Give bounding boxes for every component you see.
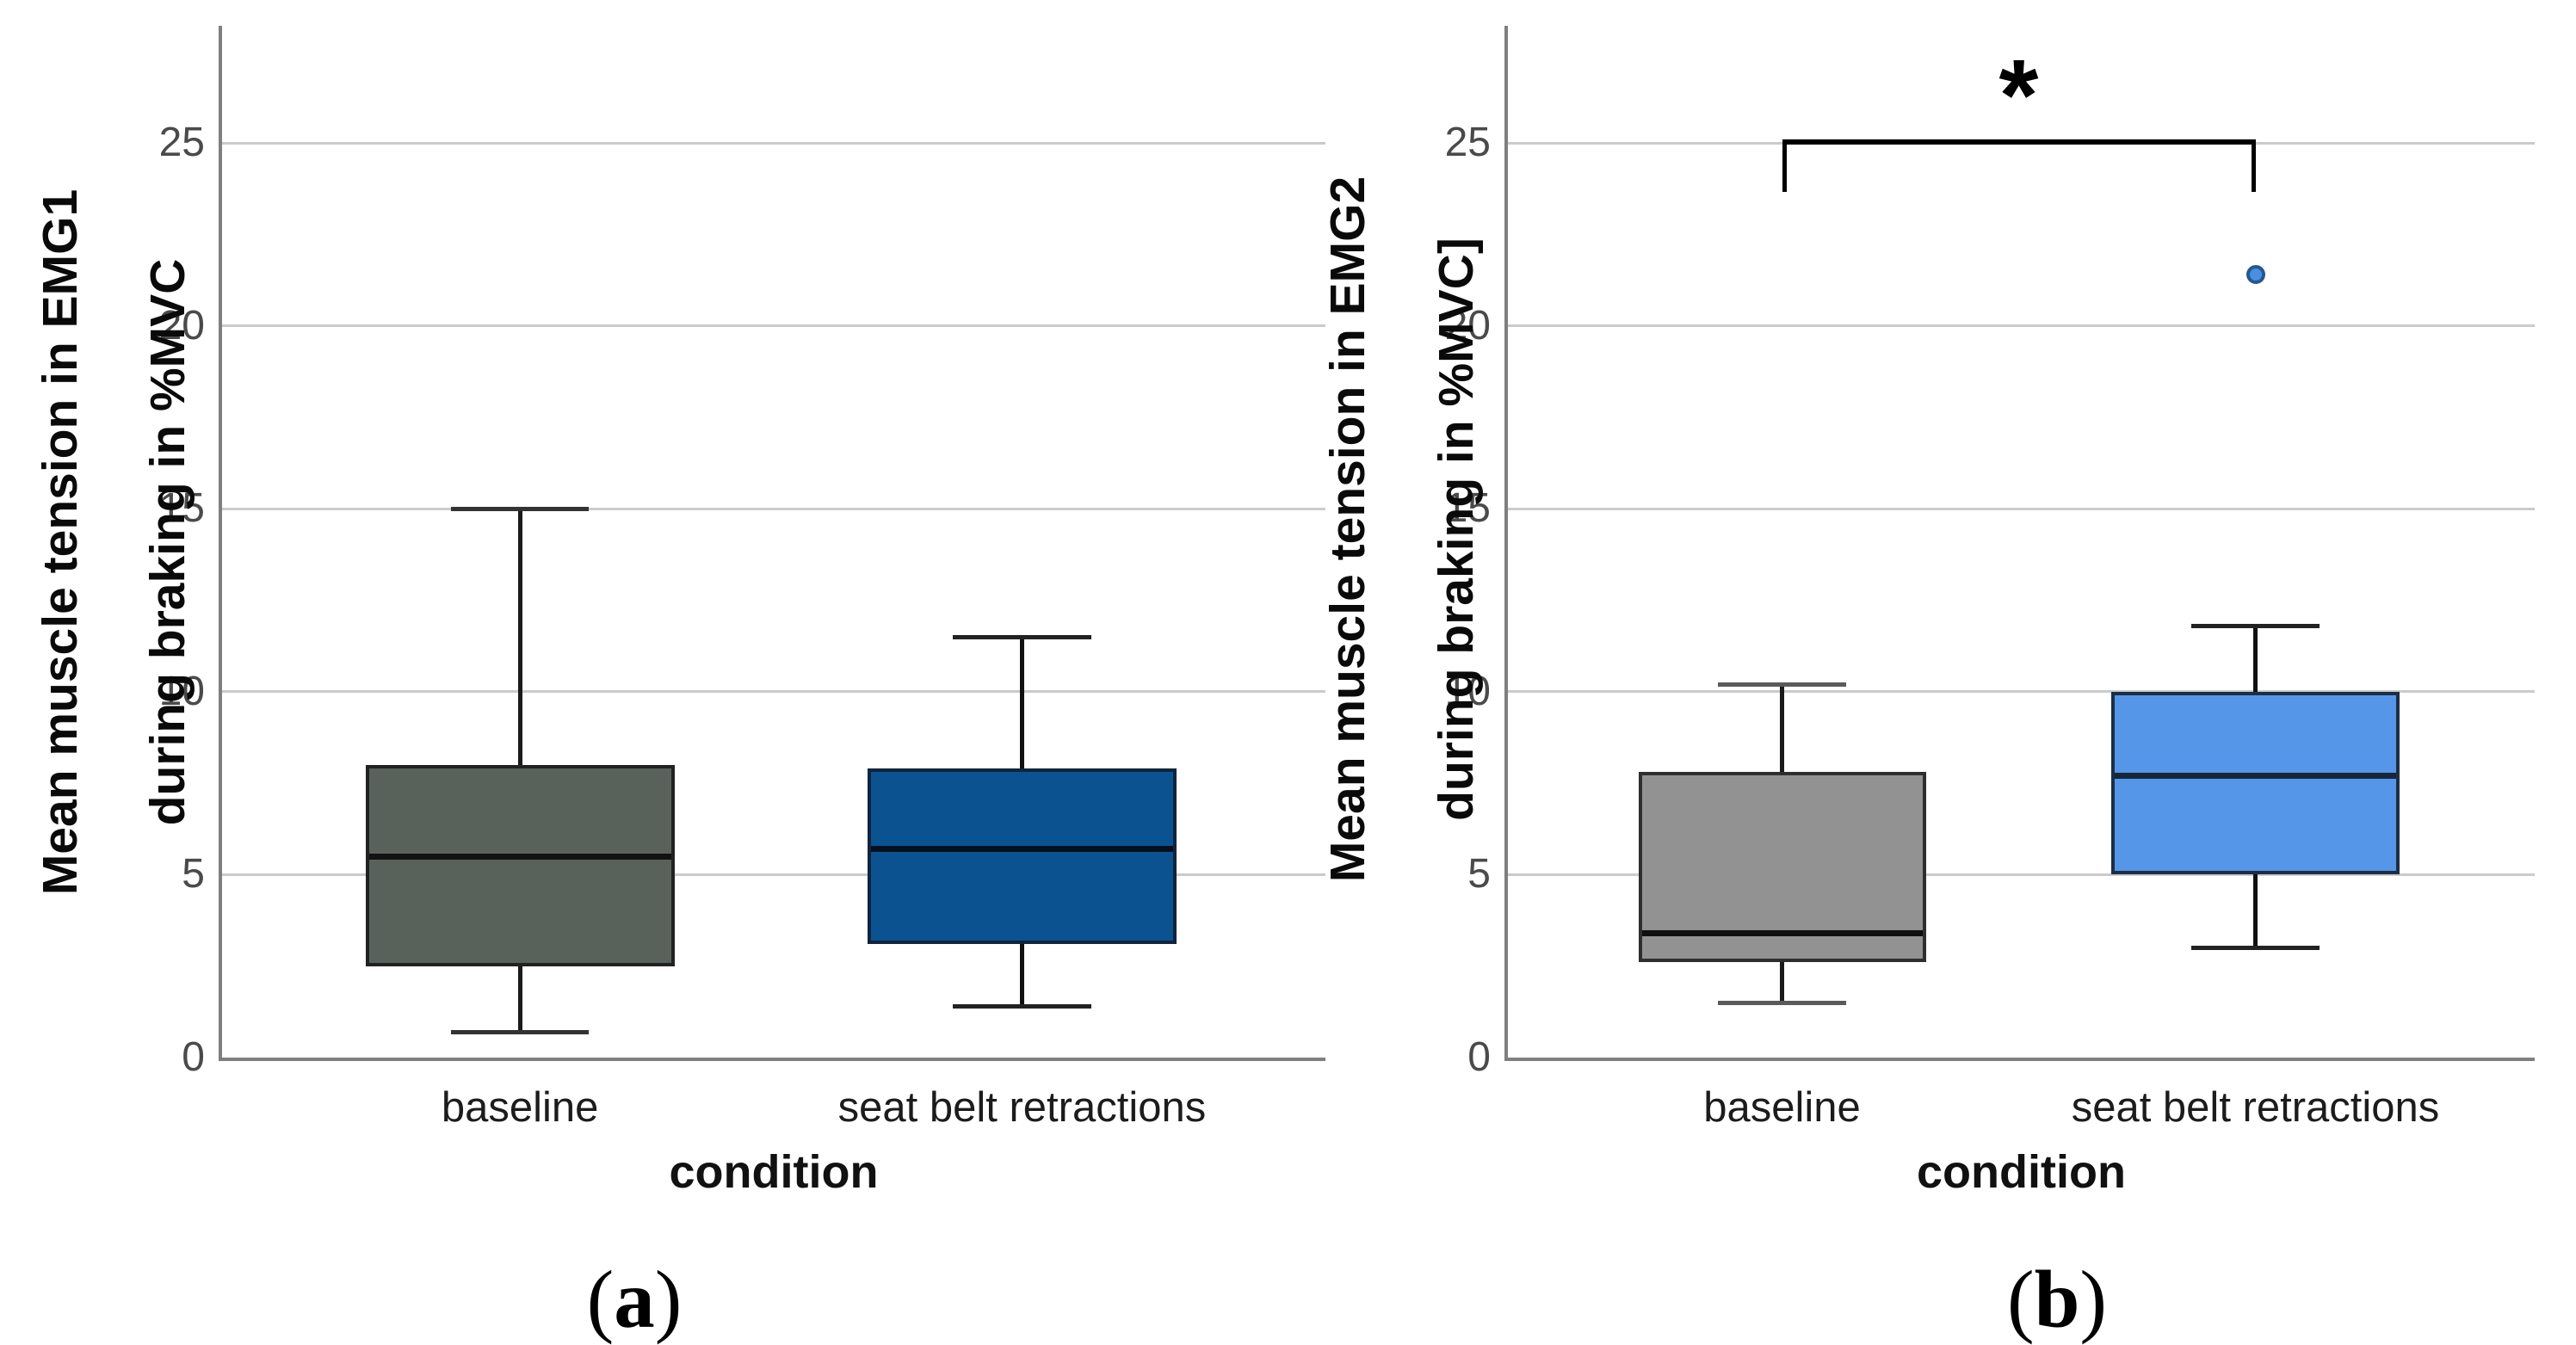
- gridline-5: [1508, 873, 2535, 876]
- median-baseline: [368, 853, 671, 860]
- median-seat-belt-retractions: [870, 846, 1173, 853]
- gridline-5: [222, 873, 1325, 876]
- whisker-cap-bottom-baseline: [451, 1029, 590, 1034]
- ytick-label-15: 15: [1444, 485, 1491, 532]
- ytick-label-5: 5: [1467, 851, 1491, 898]
- x-axis-line: [219, 1058, 1325, 1061]
- gridline-20: [222, 324, 1325, 328]
- ytick-label-25: 25: [1444, 120, 1491, 166]
- median-seat-belt-retractions: [2115, 773, 2396, 780]
- y-axis-title-line2: during braking in %MVC]: [1429, 238, 1484, 821]
- significance-bracket-right-leg: [2251, 139, 2256, 193]
- ytick-label-0: 0: [182, 1034, 205, 1080]
- box-seat-belt-retractions: [867, 768, 1177, 945]
- whisker-cap-top-baseline: [1717, 682, 1847, 687]
- significance-asterisk: *: [1998, 38, 2039, 152]
- whisker-cap-bottom-baseline: [1717, 1000, 1847, 1005]
- whisker-cap-bottom-seat-belt-retractions: [2190, 945, 2320, 950]
- box-baseline: [365, 764, 675, 966]
- gridline-10: [1508, 690, 2535, 694]
- ytick-label-10: 10: [158, 668, 205, 714]
- caption-b: (b): [2007, 1252, 2107, 1345]
- caption-a-letter: a: [614, 1254, 655, 1345]
- y-axis-title-line1: Mean muscle tension in EMG2: [1320, 176, 1375, 883]
- gridline-15: [222, 507, 1325, 510]
- whisker-cap-top-seat-belt-retractions: [953, 634, 1091, 639]
- outlier-point: [2246, 265, 2265, 285]
- significance-bracket: [1782, 139, 2256, 145]
- caption-b-open: (: [2006, 1254, 2035, 1345]
- ytick-label-5: 5: [182, 851, 205, 898]
- whisker-cap-top-baseline: [451, 506, 590, 511]
- x-axis-title: condition: [1917, 1146, 2126, 1198]
- ytick-label-0: 0: [1467, 1034, 1491, 1080]
- gridline-20: [1508, 324, 2535, 328]
- median-baseline: [1641, 929, 1923, 936]
- x-axis-title: condition: [669, 1146, 879, 1198]
- caption-b-letter: b: [2034, 1254, 2080, 1345]
- ytick-label-20: 20: [158, 302, 205, 349]
- significance-bracket-left-leg: [1782, 139, 1787, 193]
- ytick-label-25: 25: [158, 120, 205, 166]
- y-axis-line: [1504, 26, 1508, 1061]
- ytick-label-10: 10: [1444, 668, 1491, 714]
- ytick-label-20: 20: [1444, 302, 1491, 349]
- x-axis-line: [1504, 1058, 2535, 1061]
- xtick-label-seat-belt-retractions: seat belt retractions: [837, 1084, 1207, 1131]
- xtick-label-seat-belt-retractions: seat belt retractions: [2071, 1084, 2440, 1131]
- xtick-label-baseline: baseline: [1703, 1084, 1861, 1131]
- caption-a-close: ): [654, 1254, 683, 1345]
- gridline-25: [222, 141, 1325, 145]
- gridline-10: [222, 690, 1325, 694]
- xtick-label-baseline: baseline: [441, 1084, 599, 1131]
- ytick-label-15: 15: [158, 485, 205, 532]
- whisker-cap-top-seat-belt-retractions: [2190, 623, 2320, 628]
- whisker-cap-bottom-seat-belt-retractions: [953, 1003, 1091, 1009]
- caption-a-open: (: [586, 1254, 615, 1345]
- caption-a: (a): [587, 1252, 683, 1345]
- caption-b-close: ): [2079, 1254, 2108, 1345]
- y-axis-line: [219, 26, 222, 1061]
- gridline-15: [1508, 507, 2535, 510]
- box-seat-belt-retractions: [2111, 691, 2400, 875]
